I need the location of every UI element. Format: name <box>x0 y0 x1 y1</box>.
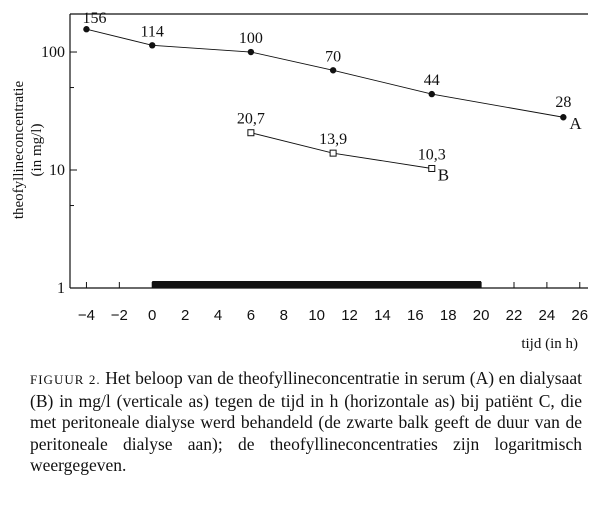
point-A <box>428 90 435 98</box>
data-label-A: 156 <box>82 10 106 27</box>
y-tick-label: 10 <box>49 162 65 179</box>
point-B <box>428 164 436 172</box>
point-B <box>329 149 337 157</box>
data-label-A: 44 <box>424 72 440 89</box>
data-label-B: 13,9 <box>319 131 347 148</box>
caption-text: Het beloop van de theofyllineconcentrati… <box>30 368 582 475</box>
x-tick-label: 24 <box>539 307 556 324</box>
y-tick-label: 100 <box>41 44 65 61</box>
data-label-B: 20,7 <box>237 111 265 128</box>
x-tick-label: 6 <box>247 307 255 324</box>
y-axis-title-line-2: (in mg/l) <box>29 124 45 177</box>
x-tick-label: 8 <box>280 307 288 324</box>
theophylline-chart: theofyllineconcentratie (in mg/l) tijd (… <box>11 10 588 352</box>
x-tick-label: 14 <box>374 307 391 324</box>
y-axis-title-line-1: theofyllineconcentratie <box>11 81 27 220</box>
x-tick-label: 18 <box>440 307 457 324</box>
point-A <box>329 67 337 74</box>
series-names: AB <box>438 114 583 184</box>
x-tick-label: 0 <box>148 307 156 324</box>
series-name-A: A <box>569 114 582 133</box>
dialysis-duration-bar-group <box>152 281 482 288</box>
series-markers <box>83 26 567 172</box>
x-tick-label: −4 <box>78 307 95 324</box>
x-tick-label: 4 <box>214 307 222 324</box>
x-tick-label: −2 <box>111 307 128 324</box>
data-label-A: 100 <box>239 30 263 47</box>
x-axis-title: tijd (in h) <box>521 336 578 352</box>
x-tick-label: 20 <box>473 307 490 324</box>
x-tick-label: 10 <box>308 307 325 324</box>
figure-caption: FIGUUR 2. Het beloop van de theofyllinec… <box>30 368 582 477</box>
point-A <box>83 26 90 33</box>
x-tick-label: 12 <box>341 307 358 324</box>
x-tick-label: 16 <box>407 307 424 324</box>
y-ticks: 1 10 100 <box>41 44 77 297</box>
caption-label: FIGUUR 2. <box>30 372 101 387</box>
data-label-A: 28 <box>555 94 571 111</box>
x-tick-label: 22 <box>506 307 523 324</box>
y-tick-label: 1 <box>57 280 65 297</box>
data-label-B: 10,3 <box>418 146 446 163</box>
x-ticks: −4 −2 0 2 4 6 8 10 12 14 16 18 20 22 24 26 <box>78 282 588 324</box>
point-A <box>247 48 255 56</box>
point-A <box>149 42 156 49</box>
series-line-A <box>86 28 564 118</box>
data-label-A: 70 <box>325 48 341 65</box>
dialysis-duration-bar <box>152 281 482 288</box>
data-labels: 156 114 100 70 44 28 20,7 13,9 10,3 <box>82 10 571 163</box>
x-tick-label: 2 <box>181 307 189 324</box>
point-A <box>560 114 567 121</box>
point-B <box>247 129 255 137</box>
data-label-A: 114 <box>141 23 164 40</box>
series-name-B: B <box>438 165 449 184</box>
x-tick-label: 26 <box>571 307 588 324</box>
